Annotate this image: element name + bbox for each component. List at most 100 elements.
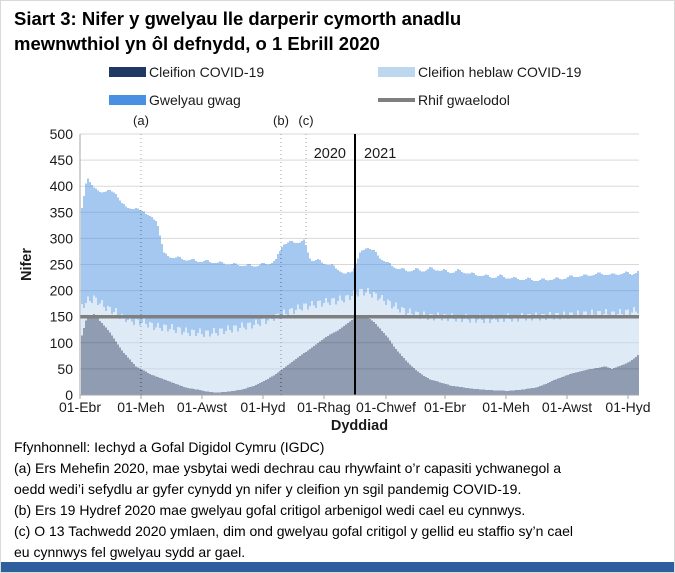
- bar-segment-covid: [379, 328, 381, 395]
- bar-segment-non-covid: [471, 316, 473, 389]
- bar-segment-covid: [579, 371, 581, 395]
- bar-segment-non-covid: [617, 314, 619, 367]
- bar-segment-empty: [221, 261, 223, 329]
- bar-segment-empty: [573, 276, 575, 319]
- bar-segment-covid: [389, 340, 391, 395]
- bar-segment-non-covid: [81, 304, 83, 336]
- bar-segment-non-covid: [359, 288, 361, 316]
- bar-segment-covid: [513, 390, 515, 395]
- bar-segment-non-covid: [249, 322, 251, 388]
- bar-segment-empty: [621, 274, 623, 314]
- bar-segment-covid: [405, 360, 407, 395]
- bar-segment-non-covid: [291, 308, 293, 363]
- page-title-line2: mewnwthiol yn ôl defnydd, o 1 Ebrill 202…: [14, 32, 380, 54]
- bar-segment-non-covid: [577, 310, 579, 372]
- bar-segment-covid: [329, 334, 331, 395]
- bar-segment-non-covid: [219, 328, 221, 393]
- bar-segment-empty: [579, 276, 581, 316]
- bar-segment-empty: [457, 269, 459, 316]
- bar-segment-non-covid: [365, 292, 367, 317]
- bar-segment-non-covid: [273, 321, 275, 376]
- footnotes: Ffynhonnell: Iechyd a Gofal Digidol Cymr…: [14, 437, 674, 563]
- bar-segment-non-covid: [243, 327, 245, 389]
- bar-segment-covid: [517, 390, 519, 395]
- bar-segment-covid: [625, 363, 627, 395]
- page-title-line1: Siart 3: Nifer y gwelyau lle darperir cy…: [14, 8, 462, 29]
- bar-segment-empty: [535, 281, 537, 313]
- bar-segment-covid: [457, 386, 459, 395]
- bar-segment-empty: [397, 268, 399, 309]
- bar-segment-covid: [207, 391, 209, 395]
- bar-segment-non-covid: [453, 318, 455, 387]
- bar-segment-empty: [405, 270, 407, 316]
- bar-segment-non-covid: [395, 302, 397, 350]
- bar-segment-covid: [531, 388, 533, 395]
- legend-swatch-baseline: [378, 98, 415, 102]
- bar-segment-non-covid: [599, 310, 601, 368]
- bar-segment-empty: [583, 274, 585, 312]
- bar-segment-empty: [609, 274, 611, 318]
- bar-segment-empty: [187, 260, 189, 333]
- bar-segment-empty: [403, 268, 405, 309]
- bar-segment-empty: [141, 210, 143, 323]
- bar-segment-non-covid: [289, 308, 291, 364]
- bar-segment-non-covid: [399, 312, 401, 354]
- bar-segment-non-covid: [581, 317, 583, 371]
- bar-segment-non-covid: [441, 320, 443, 383]
- bar-segment-covid: [85, 320, 87, 395]
- bar-segment-empty: [215, 263, 217, 333]
- bar-segment-empty: [511, 278, 513, 322]
- bar-segment-empty: [383, 261, 385, 302]
- bar-segment-covid: [581, 370, 583, 395]
- bar-segment-non-covid: [313, 305, 315, 346]
- bar-segment-empty: [591, 275, 593, 310]
- bar-segment-covid: [255, 385, 257, 395]
- bar-segment-empty: [467, 273, 469, 320]
- bar-segment-covid: [109, 332, 111, 395]
- bar-segment-covid: [147, 372, 149, 395]
- bar-segment-covid: [287, 365, 289, 395]
- bar-segment-non-covid: [507, 313, 509, 391]
- footnote-c-line1: (c) O 13 Tachwedd 2020 ymlaen, dim ond g…: [14, 523, 574, 539]
- bar-segment-empty: [503, 277, 505, 322]
- bar-segment-empty: [435, 270, 437, 318]
- bar-segment-empty: [437, 270, 439, 313]
- bar-segment-non-covid: [195, 336, 197, 390]
- bar-segment-non-covid: [461, 321, 463, 388]
- bar-segment-non-covid: [385, 304, 387, 336]
- bar-segment-empty: [375, 252, 377, 294]
- bar-segment-non-covid: [613, 311, 615, 369]
- bar-segment-covid: [549, 382, 551, 395]
- bar-segment-non-covid: [393, 306, 395, 347]
- bar-segment-empty: [99, 192, 101, 304]
- bar-segment-covid: [393, 346, 395, 395]
- bar-segment-empty: [167, 255, 169, 332]
- bar-segment-covid: [319, 341, 321, 395]
- bar-segment-empty: [407, 271, 409, 313]
- bar-segment-covid: [451, 385, 453, 395]
- bar-segment-non-covid: [245, 329, 247, 389]
- bar-segment-covid: [269, 377, 271, 395]
- bar-segment-covid: [249, 387, 251, 395]
- bar-segment-empty: [193, 259, 195, 330]
- y-axis-title: Nifer: [19, 248, 35, 281]
- bar-segment-empty: [275, 258, 277, 315]
- bar-segment-non-covid: [187, 332, 189, 388]
- legend-item-baseline: Rhif gwaelodol: [378, 92, 510, 108]
- bar-segment-covid: [599, 367, 601, 395]
- bar-segment-non-covid: [391, 308, 393, 344]
- bar-segment-non-covid: [89, 300, 91, 316]
- bar-segment-non-covid: [607, 314, 609, 368]
- bar-segment-covid: [213, 392, 215, 395]
- bar-segment-non-covid: [159, 328, 161, 378]
- bar-segment-covid: [387, 337, 389, 395]
- bar-segment-covid: [307, 350, 309, 395]
- bar-segment-empty: [525, 278, 527, 321]
- bar-segment-empty: [411, 271, 413, 315]
- bar-segment-non-covid: [213, 328, 215, 393]
- bar-segment-non-covid: [627, 309, 629, 363]
- bar-segment-non-covid: [401, 307, 403, 356]
- bar-segment-covid: [187, 387, 189, 395]
- bar-segment-non-covid: [603, 313, 605, 367]
- bar-segment-empty: [379, 258, 381, 299]
